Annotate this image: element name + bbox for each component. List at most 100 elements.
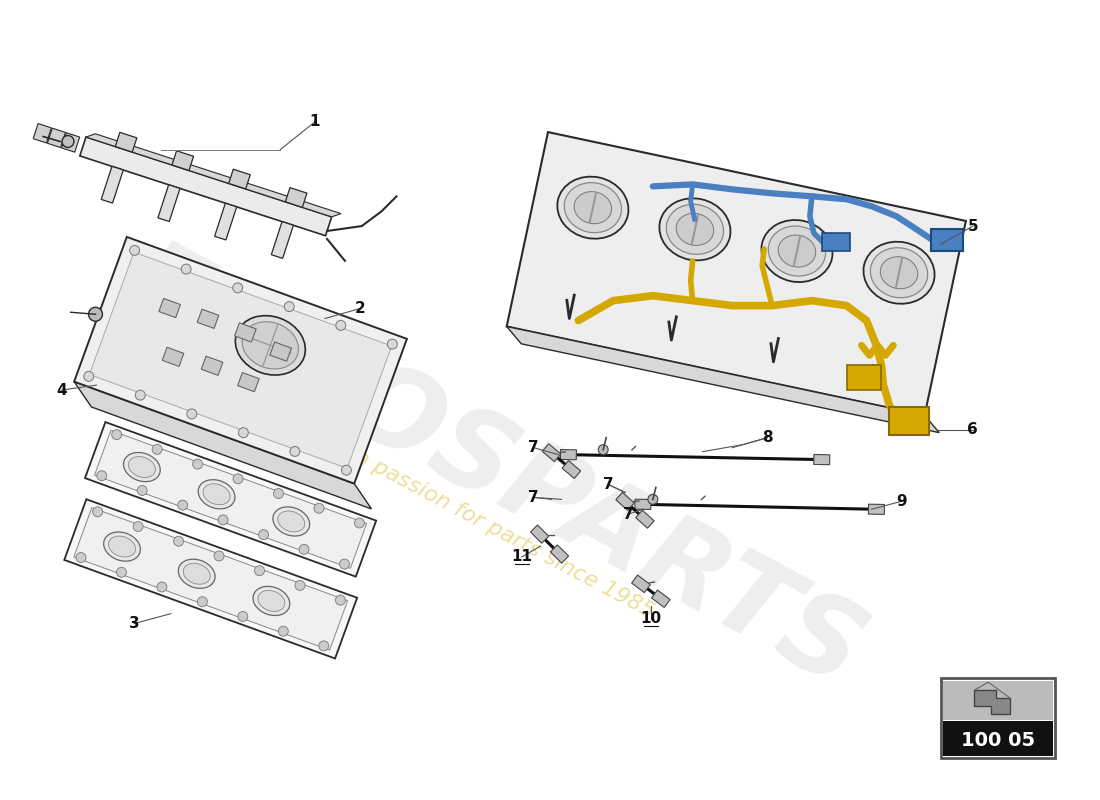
- Ellipse shape: [558, 177, 628, 238]
- Ellipse shape: [667, 204, 724, 254]
- Circle shape: [336, 321, 345, 330]
- Polygon shape: [562, 461, 581, 478]
- Ellipse shape: [257, 590, 285, 611]
- Text: 1: 1: [310, 114, 320, 130]
- Polygon shape: [64, 499, 358, 658]
- Text: 7: 7: [603, 477, 614, 492]
- Text: 7: 7: [623, 506, 634, 522]
- Ellipse shape: [761, 220, 833, 282]
- Circle shape: [182, 264, 191, 274]
- Polygon shape: [542, 444, 561, 462]
- Bar: [890, 407, 930, 434]
- Polygon shape: [507, 326, 939, 433]
- Polygon shape: [158, 298, 180, 318]
- Text: 5: 5: [968, 218, 978, 234]
- Circle shape: [254, 566, 264, 576]
- Circle shape: [88, 307, 102, 322]
- Polygon shape: [507, 132, 966, 415]
- Text: 6: 6: [967, 422, 978, 438]
- Ellipse shape: [235, 316, 306, 375]
- Circle shape: [157, 582, 167, 592]
- Polygon shape: [201, 356, 223, 375]
- Circle shape: [133, 522, 143, 531]
- Polygon shape: [530, 525, 549, 543]
- Ellipse shape: [864, 242, 935, 304]
- Ellipse shape: [253, 586, 289, 615]
- Circle shape: [92, 507, 102, 517]
- Polygon shape: [272, 222, 294, 258]
- Ellipse shape: [184, 563, 210, 584]
- Text: 11: 11: [512, 550, 532, 565]
- Ellipse shape: [659, 198, 730, 260]
- Ellipse shape: [870, 248, 927, 298]
- Text: 2: 2: [354, 301, 365, 316]
- Polygon shape: [814, 454, 829, 465]
- Polygon shape: [975, 690, 1010, 714]
- Polygon shape: [651, 590, 670, 607]
- Polygon shape: [270, 342, 292, 362]
- Polygon shape: [868, 504, 884, 514]
- Polygon shape: [62, 133, 79, 152]
- Ellipse shape: [109, 536, 135, 557]
- Text: 3: 3: [129, 616, 140, 631]
- Polygon shape: [86, 134, 341, 217]
- Circle shape: [258, 530, 268, 539]
- Text: 8: 8: [762, 430, 772, 446]
- Circle shape: [319, 641, 329, 651]
- Polygon shape: [116, 132, 136, 152]
- Polygon shape: [214, 203, 236, 240]
- Circle shape: [354, 518, 364, 528]
- Polygon shape: [74, 507, 348, 650]
- Circle shape: [197, 597, 208, 606]
- Polygon shape: [163, 347, 184, 366]
- Ellipse shape: [574, 192, 612, 224]
- Ellipse shape: [278, 511, 305, 532]
- Circle shape: [341, 466, 351, 475]
- Ellipse shape: [564, 182, 622, 233]
- Polygon shape: [229, 169, 251, 189]
- Circle shape: [97, 470, 107, 481]
- Circle shape: [238, 611, 248, 622]
- Ellipse shape: [129, 457, 155, 478]
- Polygon shape: [172, 150, 194, 170]
- Polygon shape: [631, 575, 650, 593]
- Polygon shape: [234, 323, 256, 342]
- Polygon shape: [158, 185, 180, 222]
- Circle shape: [112, 430, 122, 440]
- Polygon shape: [85, 422, 376, 577]
- Ellipse shape: [178, 559, 216, 588]
- Circle shape: [218, 515, 228, 525]
- Ellipse shape: [676, 214, 714, 246]
- Bar: [943, 682, 1054, 719]
- Circle shape: [178, 500, 188, 510]
- Circle shape: [138, 486, 147, 495]
- Polygon shape: [47, 128, 66, 147]
- Bar: [847, 366, 881, 390]
- Polygon shape: [285, 188, 307, 207]
- Text: 10: 10: [640, 611, 661, 626]
- Circle shape: [187, 409, 197, 419]
- Polygon shape: [616, 492, 635, 510]
- Text: 7: 7: [528, 490, 539, 505]
- Text: EUROSPARTS: EUROSPARTS: [107, 230, 881, 710]
- Polygon shape: [74, 237, 407, 483]
- Circle shape: [284, 302, 294, 311]
- Text: 7: 7: [528, 440, 539, 455]
- Polygon shape: [636, 510, 654, 528]
- Circle shape: [62, 135, 74, 147]
- Circle shape: [336, 595, 345, 605]
- Ellipse shape: [123, 453, 161, 482]
- Circle shape: [239, 428, 249, 438]
- Bar: [940, 678, 1055, 758]
- Circle shape: [117, 567, 126, 578]
- Circle shape: [290, 446, 300, 456]
- Ellipse shape: [768, 226, 826, 276]
- Circle shape: [314, 503, 323, 514]
- Bar: [943, 721, 1054, 756]
- Circle shape: [340, 559, 350, 569]
- Ellipse shape: [103, 532, 141, 561]
- Polygon shape: [101, 166, 123, 203]
- Polygon shape: [197, 310, 219, 329]
- Ellipse shape: [778, 235, 816, 267]
- Ellipse shape: [242, 322, 298, 369]
